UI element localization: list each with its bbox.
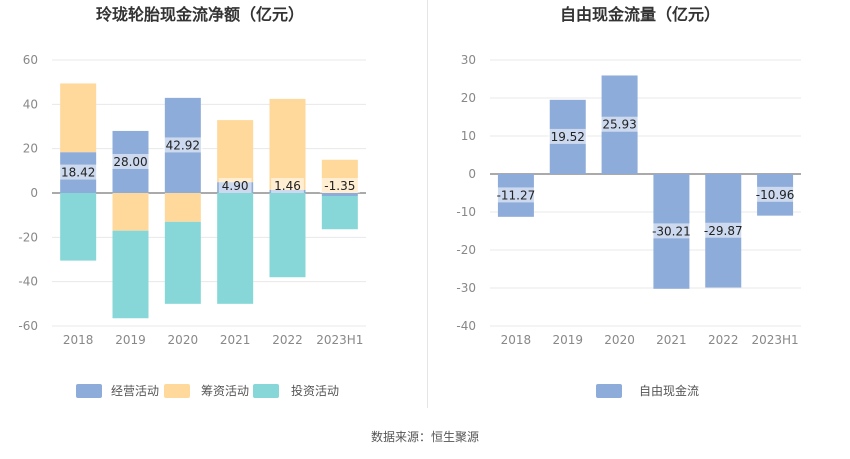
chart0-legend-label: 经营活动 [111, 384, 159, 398]
chart0-data-label: 28.00 [113, 155, 147, 169]
chart1-data-label: -11.27 [497, 188, 536, 202]
chart1-y-tick-label: -40 [456, 319, 476, 333]
chart0-bar-投资活动-2023H1 [321, 195, 358, 230]
chart0-bar-投资活动-2018 [60, 193, 97, 261]
chart0-y-tick-label: 40 [23, 97, 38, 111]
chart0-y-tick-label: 60 [23, 53, 38, 67]
chart0-legend-swatch [76, 384, 102, 398]
chart0-bar-投资活动-2022 [269, 193, 306, 278]
cash-flow-net-chart: 玲珑轮胎现金流净额（亿元） 60 40 20 0 -20 -40 -60 2018 2019 202… [18, 5, 366, 398]
chart0-x-tick-label: 2021 [220, 333, 251, 347]
chart0-title: 玲珑轮胎现金流净额（亿元） [96, 5, 304, 24]
chart0-legend-swatch [164, 384, 190, 398]
chart0-data-label-bg [271, 178, 304, 193]
free-cash-flow-chart: 自由现金流量（亿元） 30 20 10 0 -10 -20 -30 -40 2018 2019 202… [456, 5, 801, 398]
chart0-y-tick-label: -20 [18, 230, 38, 244]
chart0-legend-label: 投资活动 [291, 383, 339, 398]
chart1-legend-swatch [596, 384, 622, 398]
chart1-title: 自由现金流量（亿元） [560, 5, 720, 24]
chart1-data-label-bg [547, 128, 588, 144]
chart0-y-tick-label: -40 [18, 275, 38, 289]
chart1-data-label-bg [751, 186, 799, 202]
chart0-legend-swatch [253, 384, 279, 398]
chart1-y-tick-label: 30 [461, 53, 476, 67]
chart0-data-label-bg [162, 137, 203, 153]
chart0-bar-投资活动-2020 [164, 221, 201, 304]
chart1-data-label: 25.93 [602, 118, 636, 132]
chart0-bar-筹资活动-2018 [60, 83, 97, 153]
chart1-y-tick-label: 20 [461, 91, 476, 105]
chart0-data-label: 42.92 [166, 138, 200, 152]
chart1-y-tick-label: 10 [461, 129, 476, 143]
chart1-data-label: 19.52 [551, 130, 585, 144]
chart1-data-label: -30.21 [652, 224, 691, 238]
chart0-bar-筹资活动-2020 [164, 193, 201, 222]
chart0-y-tick-label: 0 [30, 186, 38, 200]
chart0-bar-筹资活动-2019 [112, 193, 149, 231]
chart0-data-label-bg [110, 153, 151, 169]
chart0-data-label-bg [218, 178, 252, 193]
chart1-y-tick-label: -10 [456, 205, 476, 219]
chart0-legend-label: 筹资活动 [201, 384, 249, 398]
chart1-y-tick-label: -30 [456, 281, 476, 295]
chart0-data-label: -1.35 [324, 179, 355, 193]
chart0-y-tick-label: 20 [23, 142, 38, 156]
panel-divider [427, 0, 428, 408]
chart0-bar-经营活动-2023H1 [321, 193, 358, 196]
chart0-data-label-bg [319, 178, 360, 193]
chart0-x-tick-label: 2023H1 [316, 333, 363, 347]
chart0-bar-筹资活动-2022 [269, 98, 306, 190]
chart0-data-label-bg [58, 164, 99, 180]
chart0-data-label: 18.42 [61, 166, 95, 180]
chart1-x-tick-label: 2022 [708, 333, 739, 347]
chart0-data-label: 4.90 [222, 179, 249, 193]
chart0-bar-投资活动-2021 [217, 193, 254, 304]
chart0-x-tick-label: 2018 [63, 333, 94, 347]
chart1-y-tick-label: -20 [456, 243, 476, 257]
chart1-y-tick-label: 0 [468, 167, 476, 181]
chart1-data-label: -29.87 [704, 224, 743, 238]
chart0-data-label: 1.46 [274, 179, 301, 193]
chart1-x-tick-label: 2019 [552, 333, 583, 347]
chart1-x-tick-label: 2023H1 [751, 333, 798, 347]
data-source-label: 数据来源：恒生聚源 [370, 430, 479, 444]
chart1-data-label-bg [699, 222, 747, 238]
chart0-bar-筹资活动-2021 [217, 120, 254, 183]
chart1-x-tick-label: 2020 [604, 333, 635, 347]
chart1-x-tick-label: 2021 [656, 333, 687, 347]
chart0-y-tick-label: -60 [18, 319, 38, 333]
chart1-data-label-bg [647, 223, 696, 239]
chart0-x-tick-label: 2020 [168, 333, 199, 347]
chart1-data-label: -10.96 [756, 188, 795, 202]
chart0-x-tick-label: 2019 [115, 333, 146, 347]
chart1-data-label-bg [599, 116, 640, 132]
chart0-bar-投资活动-2019 [112, 230, 149, 319]
chart1-legend-label: 自由现金流 [639, 383, 699, 398]
chart1-x-tick-label: 2018 [501, 333, 532, 347]
chart1-data-label-bg [492, 187, 540, 203]
chart0-x-tick-label: 2022 [272, 333, 303, 347]
